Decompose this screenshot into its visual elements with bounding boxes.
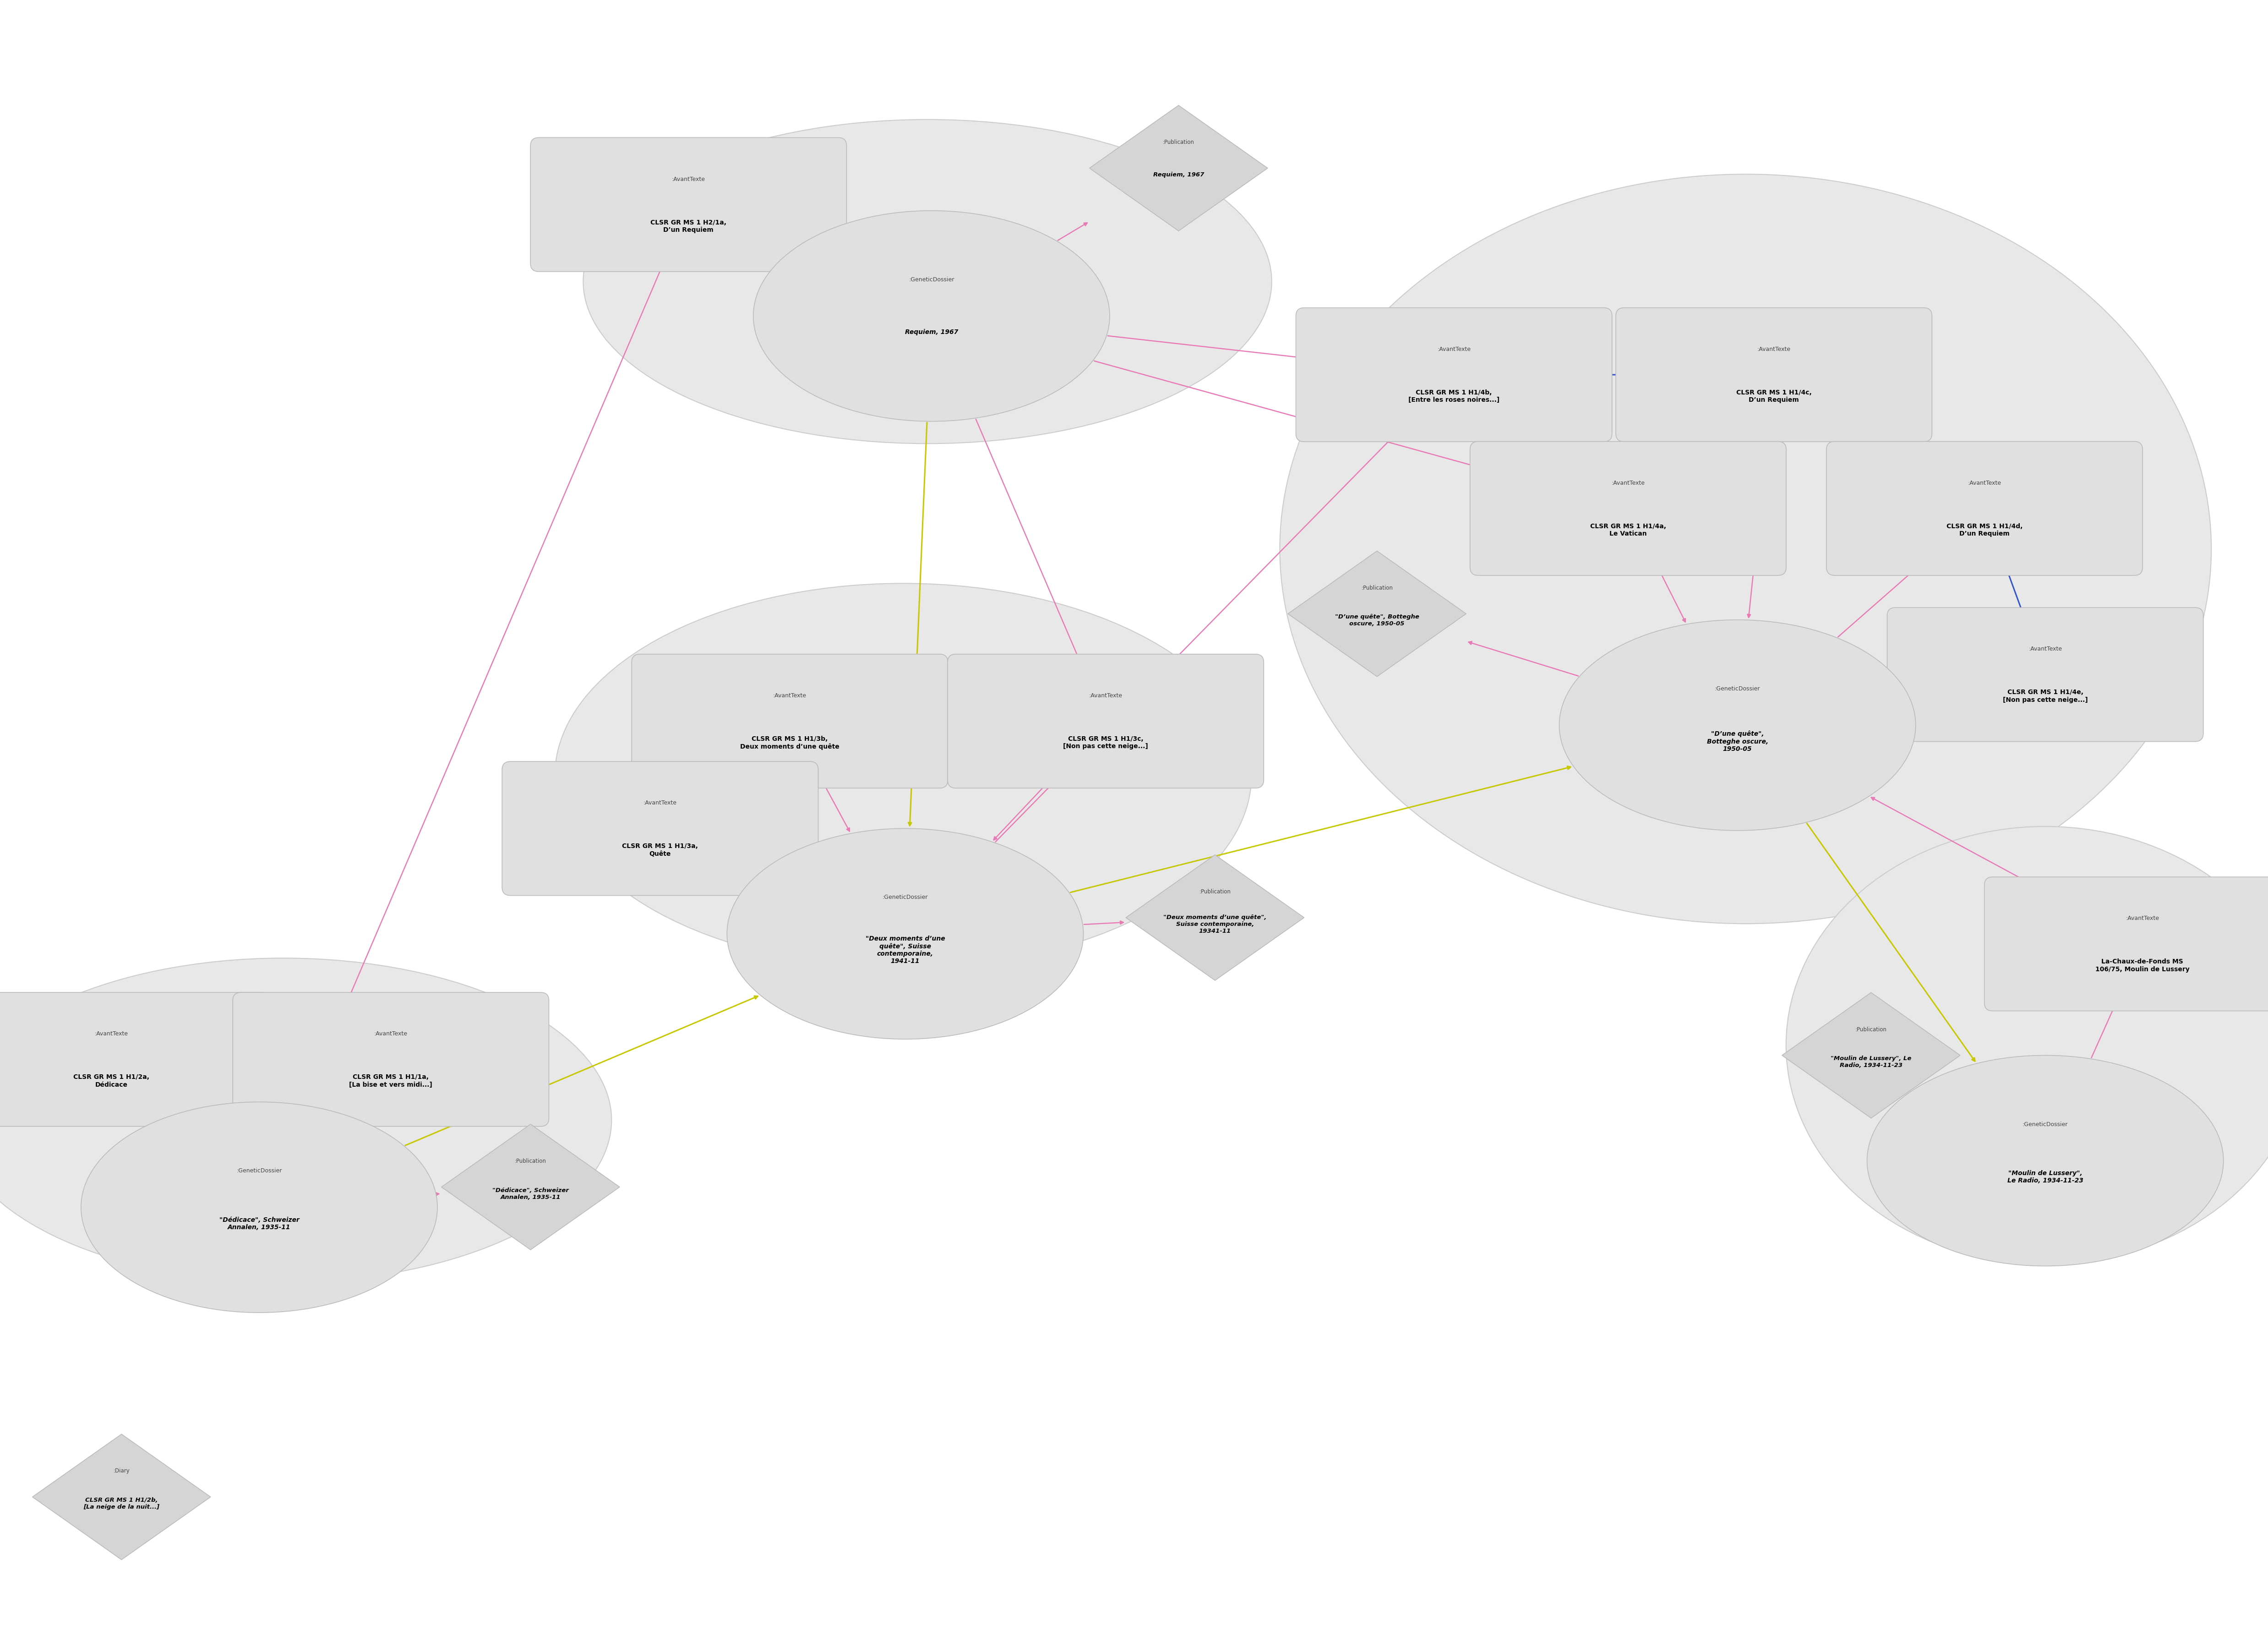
FancyBboxPatch shape: [1295, 309, 1613, 442]
Text: :GeneticDossier: :GeneticDossier: [236, 1167, 281, 1173]
Text: :Publication: :Publication: [1855, 1025, 1887, 1032]
Text: :Publication: :Publication: [515, 1157, 547, 1164]
Text: "Moulin de Lussery", Le
Radio, 1934-11-23: "Moulin de Lussery", Le Radio, 1934-11-2…: [1830, 1055, 1912, 1068]
Text: CLSR GR MS 1 H1/3c,
[Non pas cette neige...]: CLSR GR MS 1 H1/3c, [Non pas cette neige…: [1064, 736, 1148, 749]
Text: :Diary: :Diary: [113, 1467, 129, 1474]
FancyBboxPatch shape: [1470, 442, 1787, 575]
Text: :AvantTexte: :AvantTexte: [1610, 479, 1644, 486]
Text: La-Chaux-de-Fonds MS
106/75, Moulin de Lussery: La-Chaux-de-Fonds MS 106/75, Moulin de L…: [2096, 959, 2189, 972]
Ellipse shape: [1560, 621, 1916, 830]
FancyBboxPatch shape: [1826, 442, 2143, 575]
Text: :AvantTexte: :AvantTexte: [1089, 692, 1123, 699]
Text: Requiem, 1967: Requiem, 1967: [905, 328, 957, 335]
Text: :AvantTexte: :AvantTexte: [1758, 346, 1792, 353]
Text: :Publication: :Publication: [1200, 889, 1232, 894]
Ellipse shape: [1279, 174, 2211, 925]
Text: :AvantTexte: :AvantTexte: [671, 176, 705, 182]
Ellipse shape: [1787, 827, 2268, 1264]
Text: :AvantTexte: :AvantTexte: [644, 800, 676, 806]
FancyBboxPatch shape: [234, 993, 549, 1126]
FancyBboxPatch shape: [1984, 878, 2268, 1011]
Ellipse shape: [556, 583, 1252, 968]
Text: CLSR GR MS 1 H1/4e,
[Non pas cette neige...]: CLSR GR MS 1 H1/4e, [Non pas cette neige…: [2003, 689, 2089, 704]
FancyBboxPatch shape: [633, 655, 948, 788]
Ellipse shape: [728, 829, 1084, 1040]
Text: CLSR GR MS 1 H1/2a,
Dédicace: CLSR GR MS 1 H1/2a, Dédicace: [73, 1074, 150, 1087]
Text: CLSR GR MS 1 H1/4a,
Le Vatican: CLSR GR MS 1 H1/4a, Le Vatican: [1590, 523, 1667, 536]
Text: :AvantTexte: :AvantTexte: [1438, 346, 1470, 353]
Text: CLSR GR MS 1 H1/3b,
Deux moments d’une quête: CLSR GR MS 1 H1/3b, Deux moments d’une q…: [739, 736, 839, 749]
FancyBboxPatch shape: [1615, 309, 1932, 442]
Ellipse shape: [82, 1102, 438, 1313]
Polygon shape: [32, 1435, 211, 1560]
Text: "Deux moments d’une
quête", Suisse
contemporaine,
1941-11: "Deux moments d’une quête", Suisse conte…: [866, 936, 946, 964]
Text: :GeneticDossier: :GeneticDossier: [882, 894, 928, 900]
Text: :AvantTexte: :AvantTexte: [773, 692, 807, 699]
Text: :AvantTexte: :AvantTexte: [374, 1030, 408, 1037]
Text: Requiem, 1967: Requiem, 1967: [1152, 172, 1204, 177]
Text: :AvantTexte: :AvantTexte: [1969, 479, 2000, 486]
Text: CLSR GR MS 1 H1/4b,
[Entre les roses noires...]: CLSR GR MS 1 H1/4b, [Entre les roses noi…: [1408, 390, 1499, 403]
Polygon shape: [1783, 993, 1960, 1118]
Text: CLSR GR MS 1 H1/4d,
D’un Requiem: CLSR GR MS 1 H1/4d, D’un Requiem: [1946, 523, 2023, 536]
Text: CLSR GR MS 1 H1/3a,
Quête: CLSR GR MS 1 H1/3a, Quête: [621, 843, 699, 856]
Ellipse shape: [1867, 1056, 2223, 1266]
Text: :AvantTexte: :AvantTexte: [95, 1030, 127, 1037]
Text: :Publication: :Publication: [1361, 585, 1393, 590]
Text: CLSR GR MS 1 H1/1a,
[La bise et vers midi...]: CLSR GR MS 1 H1/1a, [La bise et vers mid…: [349, 1074, 433, 1087]
Polygon shape: [1288, 551, 1465, 678]
Text: "Moulin de Lussery",
Le Radio, 1934-11-23: "Moulin de Lussery", Le Radio, 1934-11-2…: [2007, 1170, 2084, 1183]
Polygon shape: [1089, 106, 1268, 231]
Text: :AvantTexte: :AvantTexte: [2125, 915, 2159, 921]
Text: "Deux moments d’une quête",
Suisse contemporaine,
19341-11: "Deux moments d’une quête", Suisse conte…: [1163, 915, 1266, 934]
Text: :AvantTexte: :AvantTexte: [2028, 647, 2062, 652]
FancyBboxPatch shape: [501, 762, 819, 895]
Ellipse shape: [0, 959, 612, 1282]
Text: "Dédicace", Schweizer
Annalen, 1935-11: "Dédicace", Schweizer Annalen, 1935-11: [492, 1186, 569, 1199]
Text: CLSR GR MS 1 H1/4c,
D’un Requiem: CLSR GR MS 1 H1/4c, D’un Requiem: [1737, 390, 1812, 403]
Text: "Dédicace", Schweizer
Annalen, 1935-11: "Dédicace", Schweizer Annalen, 1935-11: [220, 1216, 299, 1230]
Text: CLSR GR MS 1 H2/1a,
D’un Requiem: CLSR GR MS 1 H2/1a, D’un Requiem: [651, 219, 726, 232]
Text: :GeneticDossier: :GeneticDossier: [1715, 686, 1760, 692]
FancyBboxPatch shape: [531, 138, 846, 271]
Text: CLSR GR MS 1 H1/2b,
[La neige de la nuit...]: CLSR GR MS 1 H1/2b, [La neige de la nuit…: [84, 1497, 159, 1510]
FancyBboxPatch shape: [0, 993, 270, 1126]
Ellipse shape: [583, 120, 1272, 444]
Text: :Publication: :Publication: [1163, 140, 1195, 145]
Ellipse shape: [753, 211, 1109, 421]
Polygon shape: [442, 1124, 619, 1250]
FancyBboxPatch shape: [948, 655, 1263, 788]
Polygon shape: [1125, 855, 1304, 980]
FancyBboxPatch shape: [1887, 608, 2202, 741]
Text: "D’une quête",
Botteghe oscure,
1950-05: "D’une quête", Botteghe oscure, 1950-05: [1708, 731, 1769, 752]
Text: :GeneticDossier: :GeneticDossier: [909, 276, 955, 283]
Text: :GeneticDossier: :GeneticDossier: [2023, 1121, 2068, 1126]
Text: "D’une quête", Botteghe
oscure, 1950-05: "D’une quête", Botteghe oscure, 1950-05: [1336, 614, 1420, 627]
